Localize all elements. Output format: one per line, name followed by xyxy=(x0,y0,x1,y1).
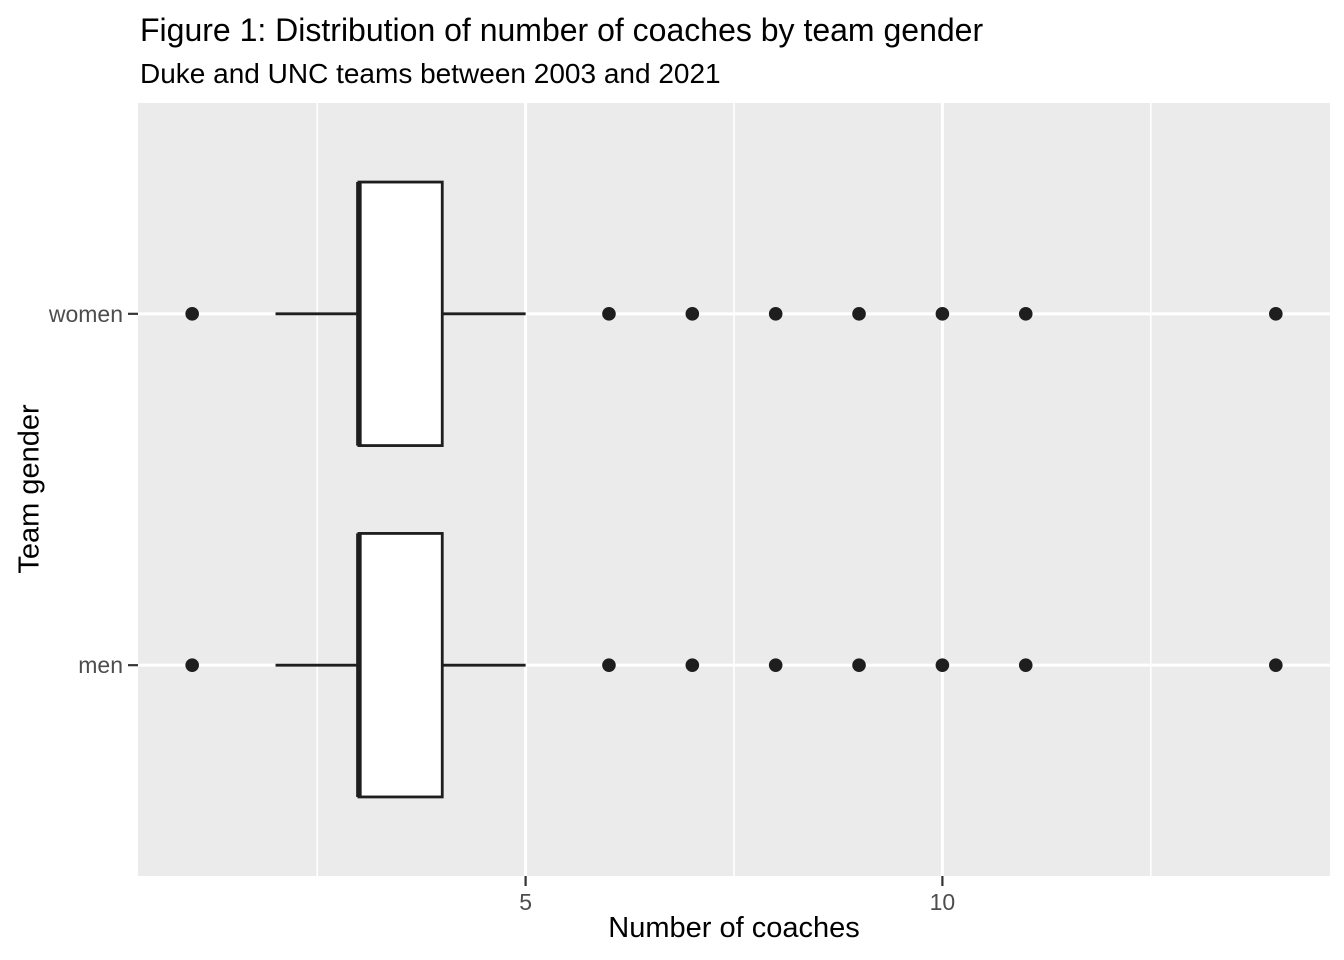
outlier-point-men xyxy=(1269,658,1283,672)
y-tick-label: men xyxy=(78,652,123,678)
y-axis-title: Team gender xyxy=(13,404,46,574)
outlier-point-men xyxy=(185,658,199,672)
x-tick-label: 5 xyxy=(519,889,532,915)
outlier-point-women xyxy=(935,307,950,321)
x-tick-label: 10 xyxy=(930,889,956,915)
outlier-point-women xyxy=(1269,307,1283,321)
outlier-point-women xyxy=(685,307,700,321)
outlier-point-women xyxy=(602,307,616,321)
figure-subtitle: Duke and UNC teams between 2003 and 2021 xyxy=(140,58,721,89)
box-men xyxy=(357,532,444,799)
x-axis-title: Number of coaches xyxy=(608,912,860,944)
y-tick-label: women xyxy=(48,301,123,327)
box-women xyxy=(357,180,444,447)
outlier-point-men xyxy=(602,658,616,672)
outlier-point-men xyxy=(1018,658,1033,672)
outlier-point-women xyxy=(185,307,199,321)
outlier-point-women xyxy=(1018,307,1033,321)
outlier-point-women xyxy=(768,307,783,321)
outlier-point-men xyxy=(935,658,950,672)
outlier-point-men xyxy=(768,658,783,672)
outlier-point-men xyxy=(852,658,866,672)
outlier-point-women xyxy=(852,307,866,321)
figure-title: Figure 1: Distribution of number of coac… xyxy=(140,12,984,48)
outlier-point-men xyxy=(685,658,700,672)
